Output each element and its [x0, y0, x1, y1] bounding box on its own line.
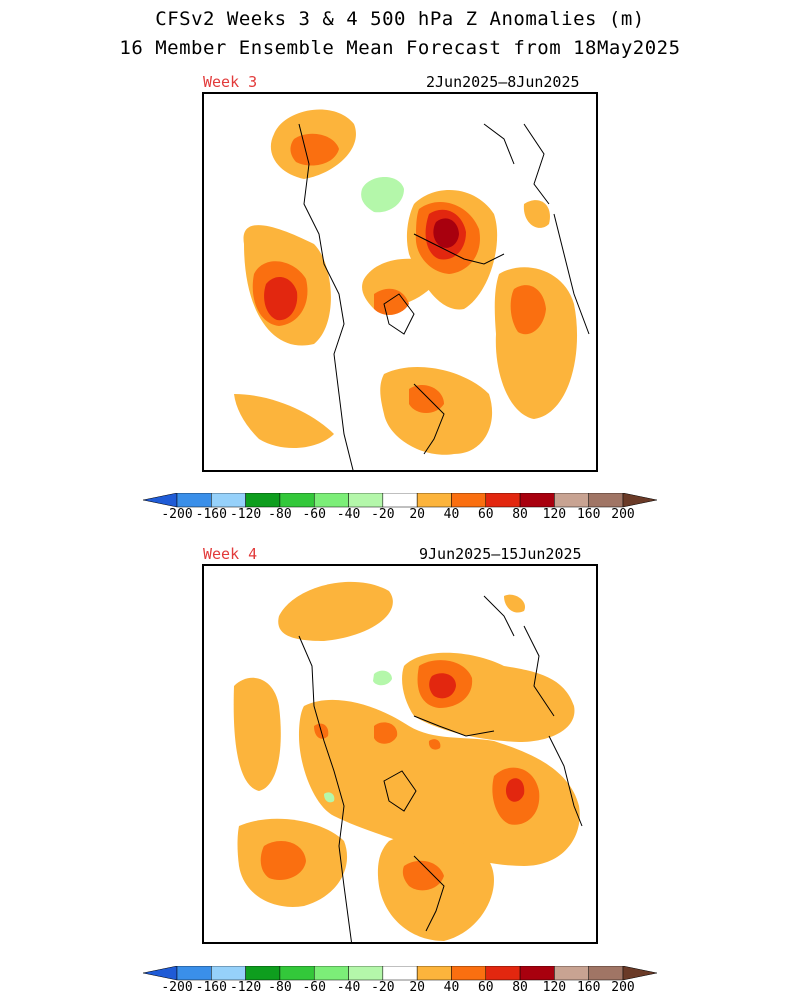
colorbar-swatch	[519, 492, 555, 508]
map-subtitle: 16 Member Ensemble Mean Forecast from 18…	[119, 37, 681, 59]
week4-coastlines	[298, 595, 583, 942]
colorbar-tick-label: 80	[512, 980, 528, 995]
colorbar-swatch	[588, 965, 624, 981]
colorbar-tick-label: -120	[229, 980, 262, 995]
colorbar-swatch	[348, 965, 384, 981]
colorbar-swatch	[245, 965, 281, 981]
colorbar-swatch	[348, 492, 384, 508]
colorbar-week3: -200 -160 -120 -80 -60 -40 -20 20 40 60 80 120 160 20…	[142, 492, 658, 525]
week3-coastlines	[298, 123, 590, 470]
colorbar-labels: -200 -160 -120 -80 -60 -40 -20 20 40 60 80 120 160 20…	[143, 507, 657, 523]
colorbar-tick-label: -40	[336, 507, 361, 522]
colorbar-swatch	[245, 492, 281, 508]
colorbar-tick-label: -60	[302, 507, 326, 522]
colorbar-swatch	[176, 492, 212, 508]
colorbar-tick-label: -160	[195, 507, 227, 522]
colorbar-swatch	[485, 965, 521, 981]
colorbar-tick-label: 60	[477, 980, 494, 995]
colorbar-swatch	[313, 492, 349, 508]
colorbar-swatch	[176, 965, 212, 981]
colorbar-arrow-high	[622, 965, 658, 981]
colorbar-tick-label: -160	[195, 980, 227, 995]
week3-anomaly-negative	[361, 176, 404, 213]
colorbar-week4: -200 -160 -120 -80 -60 -40 -20 20 40 60 80 120 160 20…	[142, 965, 658, 998]
colorbar-swatches	[142, 965, 658, 981]
colorbar-swatch	[382, 492, 418, 508]
colorbar-tick-label: -120	[229, 507, 262, 522]
colorbar-tick-label: 40	[443, 507, 460, 522]
colorbar-tick-label: 200	[611, 507, 635, 522]
week4-map-canvas	[233, 581, 583, 942]
colorbar-swatch	[279, 492, 315, 508]
week3-map	[202, 92, 598, 472]
colorbar-swatch	[451, 965, 487, 981]
colorbar-tick-label: -200	[161, 507, 193, 522]
colorbar-labels: -200 -160 -120 -80 -60 -40 -20 20 40 60 80 120 160 20…	[143, 980, 657, 996]
colorbar-swatch	[211, 492, 246, 508]
colorbar-swatch	[211, 965, 246, 981]
colorbar-tick-label: -40	[336, 980, 361, 995]
colorbar-swatch	[554, 492, 589, 508]
week3-label: Week 3	[203, 73, 258, 91]
colorbar-swatch	[485, 492, 521, 508]
colorbar-tick-label: 80	[512, 507, 528, 522]
week4-anomaly-20-40	[233, 581, 580, 941]
colorbar-swatch	[416, 492, 452, 508]
colorbar-swatch	[382, 965, 418, 981]
week4-date-range: 9Jun2025–15Jun2025	[419, 545, 582, 563]
colorbar-tick-label: -20	[371, 507, 395, 522]
colorbar-tick-label: 120	[542, 980, 567, 995]
week4-anomaly-60-80	[429, 673, 525, 802]
colorbar-tick-label: -200	[161, 980, 193, 995]
colorbar-swatch	[451, 492, 487, 508]
colorbar-arrow-low	[142, 965, 178, 981]
week4-anomaly-negative	[324, 670, 392, 803]
colorbar-swatch	[519, 965, 555, 981]
week3-map-canvas	[234, 109, 590, 470]
colorbar-swatches	[142, 492, 658, 508]
colorbar-swatch	[588, 492, 624, 508]
colorbar-tick-label: -80	[268, 507, 292, 522]
colorbar-arrow-high	[622, 492, 658, 508]
colorbar-tick-label: 160	[576, 980, 601, 995]
colorbar-tick-label: 120	[542, 507, 567, 522]
colorbar-swatch	[416, 965, 452, 981]
week3-date-range: 2Jun2025–8Jun2025	[426, 73, 580, 91]
colorbar-tick-label: 40	[443, 980, 460, 995]
colorbar-tick-label: 20	[409, 980, 425, 995]
week4-label: Week 4	[203, 545, 258, 563]
colorbar-tick-label: 160	[576, 507, 601, 522]
colorbar-tick-label: 200	[611, 980, 635, 995]
colorbar-tick-label: 20	[409, 507, 425, 522]
colorbar-tick-label: 60	[477, 507, 494, 522]
map-title: CFSv2 Weeks 3 & 4 500 hPa Z Anomalies (m…	[155, 8, 645, 30]
colorbar-swatch	[554, 965, 589, 981]
colorbar-swatch	[313, 965, 349, 981]
week3-anomaly-80-120	[433, 218, 459, 248]
colorbar-tick-label: -60	[302, 980, 326, 995]
colorbar-tick-label: -20	[371, 980, 395, 995]
colorbar-swatch	[279, 965, 315, 981]
colorbar-arrow-low	[142, 492, 178, 508]
colorbar-tick-label: -80	[268, 980, 292, 995]
week4-map	[202, 564, 598, 944]
